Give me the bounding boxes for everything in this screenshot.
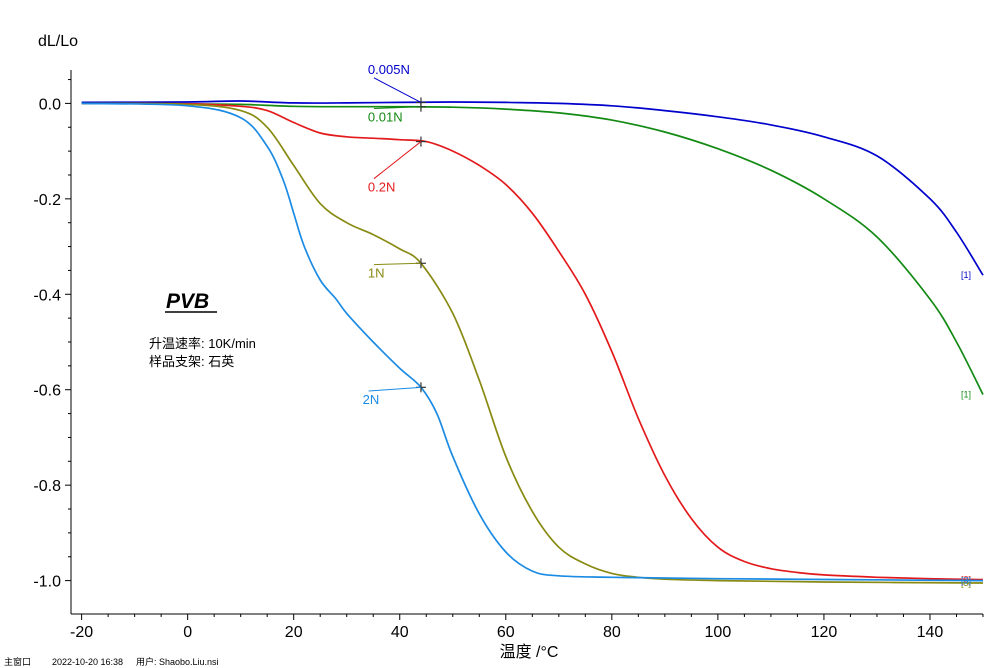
y-tick-label: 0.0 — [39, 96, 61, 113]
series-end-tag: [1] — [961, 270, 971, 280]
series-labels: 0.005N 0.01N 0.2N 1N 2N — [363, 62, 422, 407]
series-leader-line — [373, 262, 421, 266]
series-line-0.2N — [81, 102, 984, 581]
y-tick-label: -0.6 — [33, 383, 61, 400]
y-tick-label: -0.4 — [33, 287, 61, 304]
x-tick-label: 60 — [497, 624, 515, 641]
series-line-2N — [81, 102, 984, 582]
chart-title: PVB — [166, 290, 209, 313]
x-tick-label: 20 — [285, 624, 303, 641]
x-axis-label: 温度 /°C — [500, 643, 559, 661]
footer-user: 用户: Shaobo.Liu.nsi — [136, 656, 219, 667]
chart-title-group: PVB — [165, 290, 217, 313]
footer-window: 主窗口 — [4, 656, 31, 667]
y-axis-label: dL/Lo — [38, 33, 78, 50]
x-tick-label: 100 — [705, 624, 732, 641]
series-leader-line — [373, 141, 422, 180]
footer: 主窗口 2022-10-20 16:38 用户: Shaobo.Liu.nsi — [4, 656, 219, 667]
series-line-0.005N — [81, 100, 984, 276]
series-leader-line — [368, 386, 421, 392]
axes: 0.0 -0.2 -0.4 -0.6 -0.8 -1.0 -20 0 20 40 60 80 100 12… — [33, 70, 984, 641]
info-heating-rate: 升温速率: 10K/min — [149, 336, 256, 351]
series-leader-line — [373, 77, 422, 103]
series-line-1N — [81, 102, 984, 584]
series-label: 0.2N — [368, 180, 395, 195]
x-tick-label: 140 — [917, 624, 944, 641]
series-label: 0.005N — [368, 62, 410, 77]
series-label: 1N — [368, 266, 385, 281]
footer-datetime: 2022-10-20 16:38 — [52, 657, 123, 667]
y-tick-label: -1.0 — [33, 574, 61, 591]
series-leader-line — [373, 106, 421, 110]
series-label: 2N — [363, 392, 380, 407]
y-tick-label: -0.2 — [33, 192, 61, 209]
y-tick-label: -0.8 — [33, 478, 61, 495]
series-end-tag: [1] — [961, 389, 971, 399]
x-tick-label: 120 — [811, 624, 838, 641]
series-label: 0.01N — [368, 110, 403, 125]
curves: [1][1][3][3][3] — [81, 97, 984, 588]
series-end-tag: [3] — [961, 576, 971, 586]
info-sample-holder: 样品支架: 石英 — [149, 354, 234, 369]
series-line-0.01N — [81, 102, 984, 395]
x-tick-label: 0 — [183, 624, 192, 641]
x-tick-label: 40 — [391, 624, 409, 641]
x-tick-label: -20 — [70, 624, 93, 641]
series-end-tag: [3] — [961, 578, 971, 588]
x-tick-label: 80 — [603, 624, 621, 641]
